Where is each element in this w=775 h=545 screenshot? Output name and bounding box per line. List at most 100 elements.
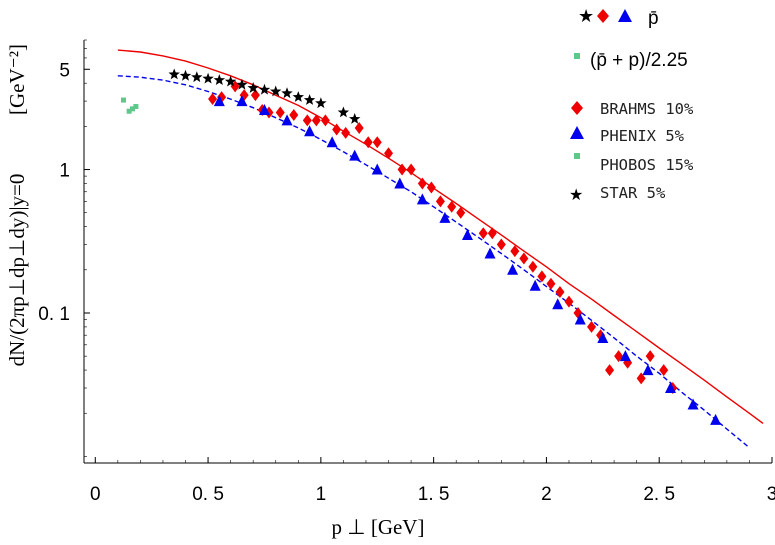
brahms-point [510, 245, 520, 258]
phenix-point [642, 364, 654, 376]
brahms-point [496, 238, 506, 251]
brahms-point [208, 93, 218, 106]
brahms-point [519, 252, 529, 265]
x-axis-label: p ⊥ [GeV] [332, 515, 425, 539]
y-axis-label: dN/(2πp⊥dp⊥dy)|y=0 [5, 174, 29, 367]
phenix-point [213, 95, 225, 107]
legend-phobos-label: PHOBOS 15% [600, 156, 694, 174]
brahms-point [528, 260, 538, 273]
y-tick-label: 0. 1 [38, 304, 70, 325]
star-point [315, 97, 327, 109]
legend-top-pbar-label: p̄ [648, 8, 659, 29]
phobos-point [133, 104, 139, 110]
brahms-point [587, 320, 597, 333]
legend-phobos-square-icon [574, 153, 580, 159]
legend-top-diamond-icon [597, 9, 609, 23]
brahms-point [406, 163, 416, 176]
legend-phenix-label: PHENIX 5% [600, 127, 685, 145]
phenix-point [574, 313, 586, 325]
phobos-point [129, 106, 135, 112]
brahms-point [302, 114, 312, 127]
legend-star-icon: ★ [569, 185, 583, 204]
x-tick-label: 2 [541, 484, 552, 505]
phenix-point [529, 279, 541, 291]
x-tick-label: 2. 5 [643, 484, 675, 505]
brahms-point [384, 147, 394, 160]
brahms-point [332, 123, 342, 136]
brahms-point [605, 364, 615, 377]
brahms-point [645, 350, 655, 363]
brahms-point [289, 109, 299, 122]
phenix-point [461, 228, 473, 240]
phenix-point [687, 398, 699, 410]
data-points [120, 68, 722, 425]
y-axis-label-group: dN/(2πp⊥dp⊥dy)|y=0 [GeV⁻²] [5, 44, 29, 366]
x-tick-label: 0 [90, 484, 101, 505]
y-tick-label: 5 [59, 60, 70, 81]
brahms-point [447, 200, 457, 213]
legend-brahms-label: BRAHMS 10% [600, 100, 694, 118]
star-point [303, 94, 316, 105]
phenix-point [394, 177, 406, 189]
brahms-point [564, 295, 574, 308]
phenix-point [326, 136, 338, 148]
star-point [191, 71, 203, 83]
brahms-point [372, 136, 382, 149]
phenix-point [349, 149, 361, 161]
phobos-point [126, 108, 132, 114]
brahms-point [435, 195, 445, 208]
star-point [349, 113, 361, 124]
brahms-point [546, 277, 556, 290]
phenix-point [484, 247, 496, 259]
phenix-point [236, 95, 248, 107]
star-point [270, 85, 282, 97]
star-point [179, 69, 192, 81]
brahms-point [341, 126, 351, 139]
brahms-point [456, 206, 466, 219]
legend-star-label: STAR 5% [600, 184, 666, 202]
legend-top-ratio-label: (p̄ + p)/2.25 [590, 50, 688, 71]
brahms-point [354, 121, 364, 134]
brahms-point [487, 227, 497, 240]
phenix-point [710, 413, 722, 425]
phenix-point [597, 331, 609, 343]
star-point [337, 106, 350, 118]
phobos-point [120, 97, 126, 103]
legend-top: ★ p̄ (p̄ + p)/2.25 [574, 6, 688, 71]
brahms-point [537, 270, 547, 283]
x-tick-label: 0. 5 [192, 484, 224, 505]
brahms-point [659, 364, 669, 377]
legend-phenix-triangle-icon [570, 126, 584, 139]
star-point [281, 87, 293, 99]
axis-ticks: 0 0. 5 1 1. 5 2 2. 5 3 0. 1 1 5 [38, 39, 775, 505]
legend-brahms-diamond-icon [571, 101, 583, 115]
phenix-point [619, 350, 631, 362]
brahms-point [250, 89, 260, 102]
legend: BRAHMS 10% PHENIX 5% PHOBOS 15% ★ STAR 5… [569, 100, 694, 204]
brahms-point [426, 181, 436, 194]
star-point [224, 75, 237, 87]
brahms-point [614, 350, 624, 363]
star-point [213, 74, 226, 85]
brahms-point [555, 286, 565, 299]
y-axis-unit: [GeV⁻²] [5, 44, 29, 115]
legend-top-triangle-icon [618, 9, 632, 22]
star-point [258, 83, 271, 95]
brahms-point [397, 163, 407, 176]
legend-top-square-icon [574, 53, 580, 59]
brahms-point [311, 114, 321, 127]
star-point [247, 82, 259, 93]
phenix-point [371, 163, 383, 175]
phenix-point [304, 125, 316, 137]
phenix-point [439, 211, 451, 223]
phenix-point [507, 263, 519, 275]
brahms-point [478, 227, 488, 240]
star-point [202, 72, 214, 84]
x-tick-label: 3 [767, 484, 775, 505]
brahms-point [636, 372, 646, 385]
star-point [292, 91, 304, 102]
y-tick-label: 1 [59, 161, 70, 182]
phenix-point [416, 193, 428, 205]
phenix-point [258, 104, 270, 116]
legend-top-star-icon: ★ [578, 6, 594, 27]
